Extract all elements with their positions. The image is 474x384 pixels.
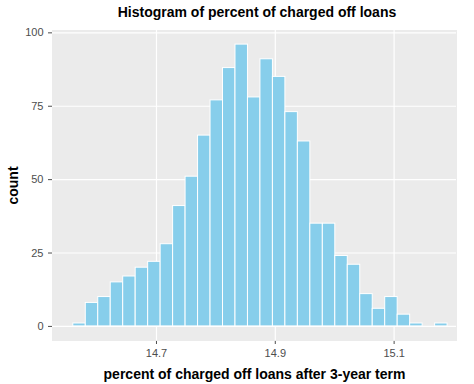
svg-text:15.1: 15.1 <box>383 347 404 359</box>
svg-text:25: 25 <box>31 247 43 259</box>
svg-text:75: 75 <box>31 100 43 112</box>
svg-text:count: count <box>5 166 21 204</box>
svg-text:percent of charged off loans a: percent of charged off loans after 3-yea… <box>104 366 406 382</box>
svg-text:14.9: 14.9 <box>265 347 286 359</box>
svg-text:0: 0 <box>37 320 43 332</box>
svg-text:50: 50 <box>31 173 43 185</box>
svg-text:14.7: 14.7 <box>146 347 167 359</box>
html-text:Histogram of percent of charge: Histogram of percent of charged off loan… <box>117 4 397 20</box>
svg-text:100: 100 <box>25 26 43 38</box>
